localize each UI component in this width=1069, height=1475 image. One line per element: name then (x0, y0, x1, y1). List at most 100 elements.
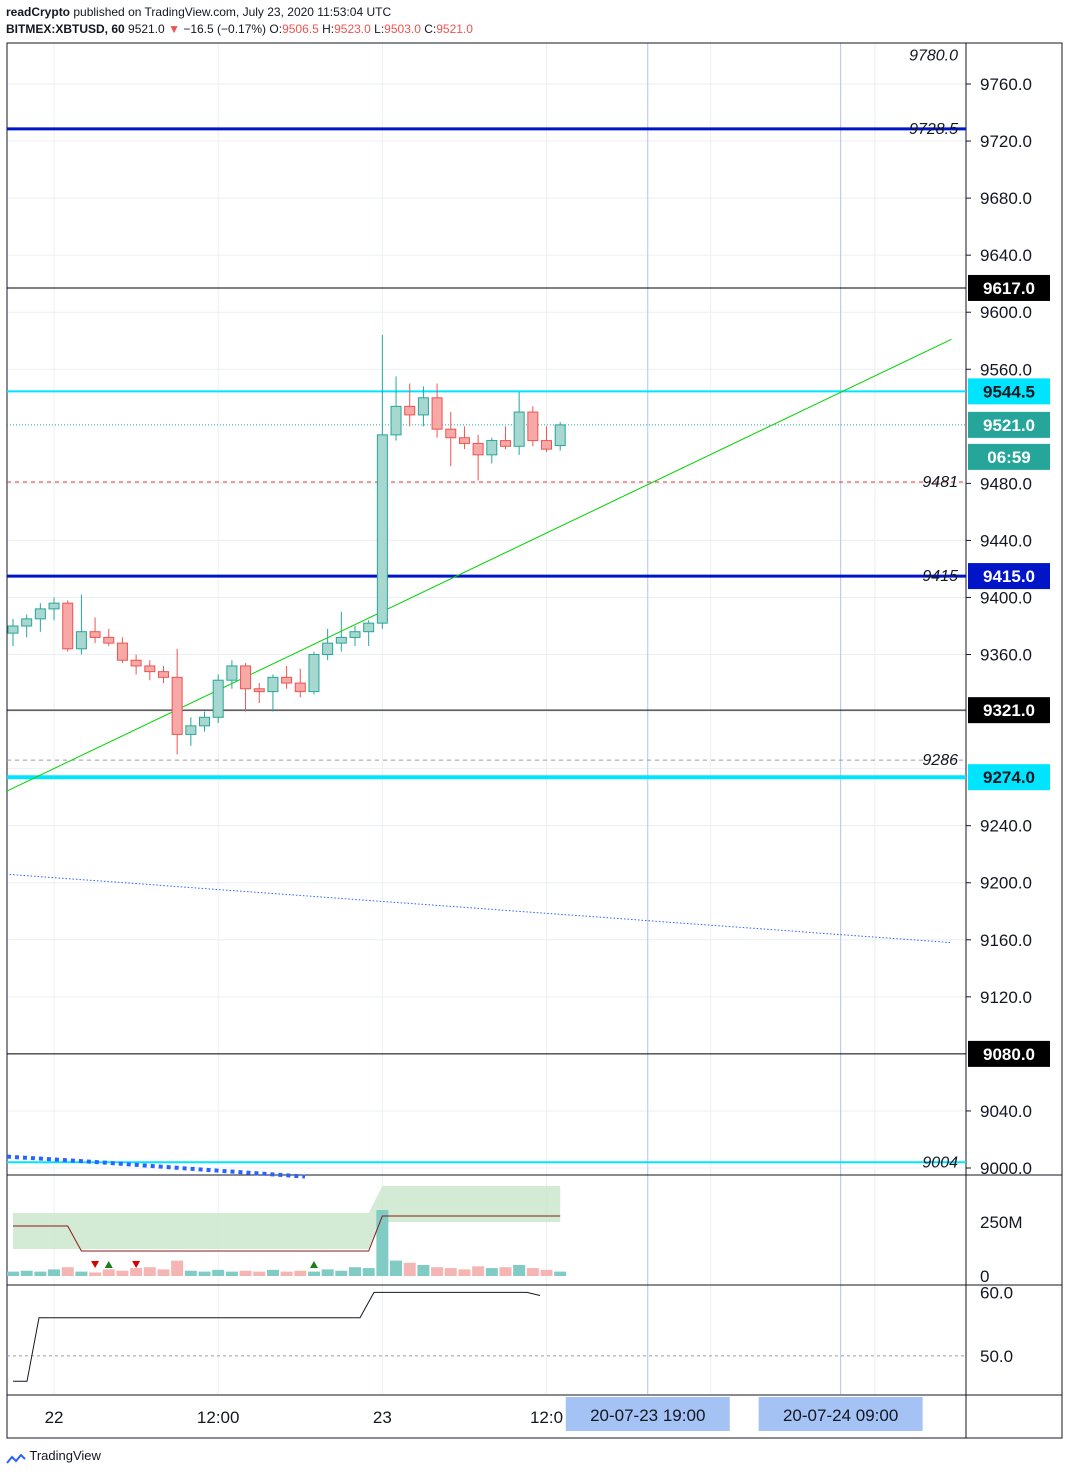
date-box-label: 20-07-23 19:00 (590, 1406, 705, 1425)
candle-body (157, 671, 169, 678)
candle-body (335, 636, 347, 644)
date-box (758, 1397, 923, 1431)
level-label: 9481 (922, 474, 958, 491)
last-price: 9521.0 (128, 22, 165, 36)
candle-body (48, 602, 60, 610)
author-name: readCrypto (6, 5, 71, 19)
tradingview-logo-icon (6, 1452, 26, 1464)
price-tag-label: 9321.0 (983, 701, 1035, 720)
level-label: 9004 (922, 1154, 958, 1171)
countdown-label: 06:59 (987, 448, 1030, 467)
volume-bar (294, 1270, 307, 1276)
volume-bar (75, 1271, 88, 1276)
sell-signal-icon (91, 1261, 100, 1268)
volume-bar (307, 1271, 320, 1276)
price-tick-label: 9240.0 (980, 817, 1032, 836)
price-tag-box (968, 1040, 1050, 1067)
candle-body (445, 428, 457, 439)
volume-bar (280, 1271, 293, 1276)
volume-bar (526, 1268, 539, 1276)
volume-bar (116, 1270, 129, 1276)
candle-body (513, 411, 525, 447)
price-tick-label: 9720.0 (980, 132, 1032, 151)
close-value: 9521.0 (436, 22, 473, 36)
volume-bar (157, 1269, 170, 1276)
buy-signal-icon (309, 1261, 318, 1268)
candle-body (349, 631, 361, 638)
candle-body (240, 665, 252, 690)
volume-bar (376, 1210, 389, 1276)
tradingview-footer: TradingView (6, 1448, 101, 1464)
low-value: 9503.0 (384, 22, 421, 36)
candle-body (130, 659, 142, 667)
volume-bar (485, 1268, 498, 1276)
volume-bar (198, 1271, 211, 1276)
time-tick-label: 23 (373, 1408, 392, 1427)
publish-info: readCrypto published on TradingView.com,… (6, 5, 391, 19)
volume-bar (554, 1271, 567, 1276)
candle-body (199, 716, 211, 727)
oscillator-panel (7, 1291, 966, 1382)
price-tag-box (968, 697, 1050, 724)
volume-bar (34, 1271, 47, 1276)
close-label: C: (424, 22, 437, 36)
oscillator-tick-label: 50.0 (980, 1347, 1013, 1366)
candle-body (486, 440, 498, 456)
candle-body (431, 397, 443, 430)
price-tick-label: 9400.0 (980, 588, 1032, 607)
price-tag-label: 9274.0 (983, 768, 1035, 787)
candle-body (144, 665, 156, 673)
price-tick-label: 9680.0 (980, 189, 1032, 208)
volume-bar (431, 1267, 444, 1276)
volume-bar (417, 1265, 430, 1276)
trendlines (5, 338, 952, 1179)
high-value: 9523.0 (334, 22, 371, 36)
candle-body (89, 631, 101, 638)
candle-body (281, 676, 293, 684)
candle-body (417, 397, 429, 416)
price-tag-label: 9415.0 (983, 567, 1035, 586)
volume-average-line (13, 1215, 561, 1252)
volume-bar (184, 1270, 197, 1276)
price-tag-box (968, 563, 1050, 590)
price-tick-label: 9600.0 (980, 303, 1032, 322)
price-tick-label: 9000.0 (980, 1159, 1032, 1178)
price-axis: 9617.0 9544.5 9521.0 9415.0 9321.0 9274.0 9080… (909, 47, 1050, 1366)
horizontal-levels: 9728.5 9481 9415 9286 9004 (7, 121, 966, 1171)
volume-bar (7, 1271, 19, 1276)
candle-body (499, 440, 511, 447)
volume-bar (61, 1267, 74, 1276)
trendline (5, 338, 952, 792)
volume-bar (212, 1269, 225, 1276)
volume-bar (349, 1267, 361, 1276)
chart-border (6, 42, 1063, 1439)
level-label: 9415 (922, 568, 958, 585)
candle-body (185, 725, 197, 735)
volume-band (13, 1186, 561, 1249)
candle-body (527, 411, 539, 442)
candle-body (376, 434, 388, 624)
candle-body (34, 608, 46, 620)
volume-bar (266, 1269, 279, 1276)
footer-brand: TradingView (29, 1448, 101, 1463)
price-tag-box (968, 411, 1050, 438)
volume-bar (225, 1271, 238, 1276)
trendline (6, 873, 952, 944)
volume-panel (7, 1186, 567, 1276)
candle-body (75, 631, 87, 650)
volume-bar (513, 1265, 526, 1276)
top-cut-label: 9780.0 (909, 47, 958, 64)
volume-bar (362, 1268, 375, 1276)
volume-bar (20, 1270, 33, 1276)
candle-body (21, 618, 33, 627)
volume-bar (403, 1262, 416, 1276)
date-box (565, 1397, 730, 1431)
candle-body (226, 665, 238, 681)
candle-body (7, 625, 19, 634)
price-tag-box (968, 274, 1050, 301)
oscillator-tick-label: 60.0 (980, 1283, 1013, 1302)
price-tick-label: 9760.0 (980, 75, 1032, 94)
time-tick-label: 12:0 (530, 1408, 563, 1427)
change-value: −16.5 (−0.17%) (183, 22, 267, 36)
